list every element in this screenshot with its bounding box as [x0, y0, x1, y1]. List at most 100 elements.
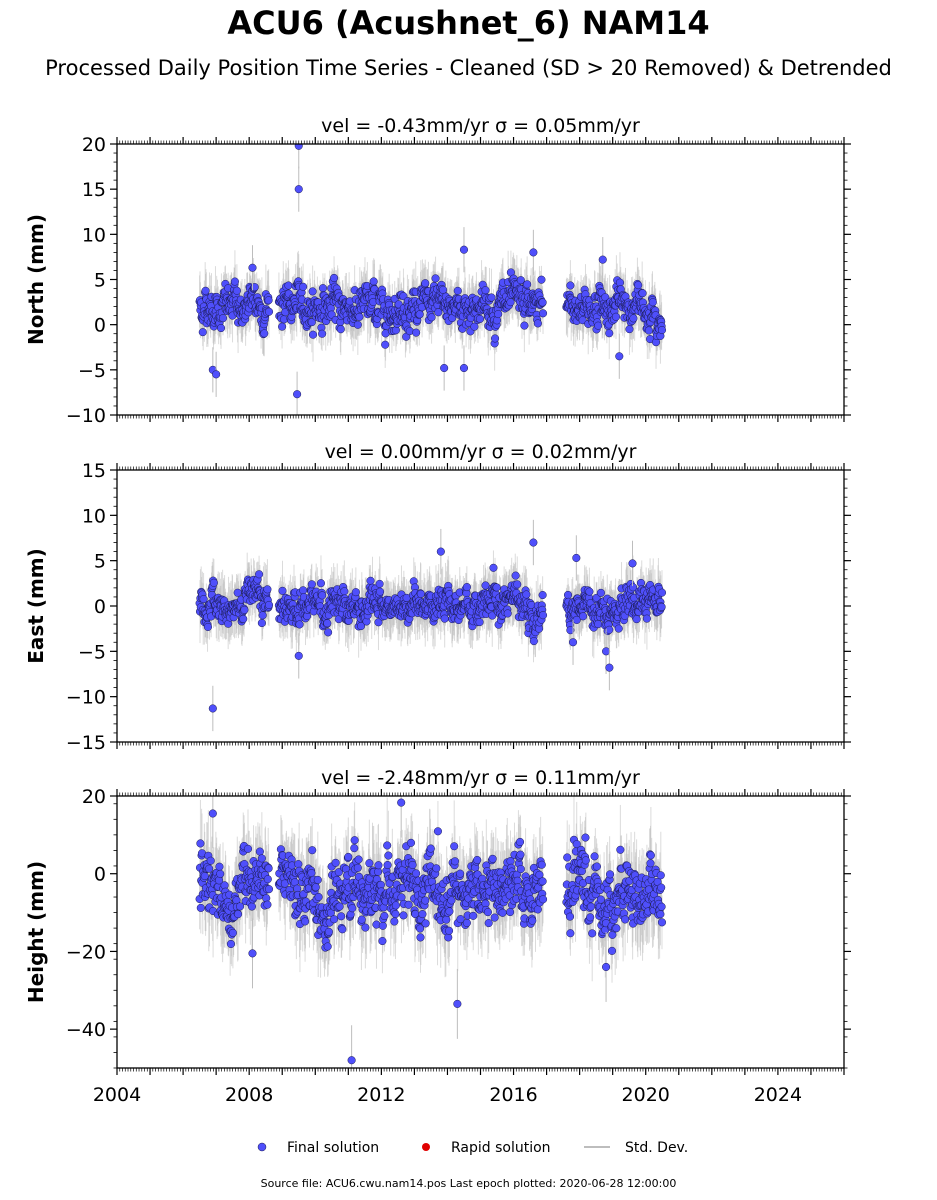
final-solution-point	[453, 286, 462, 295]
final-solution-point	[538, 611, 548, 620]
final-solution-point	[239, 614, 248, 623]
final-solution-point	[412, 328, 421, 337]
final-solution-point	[462, 583, 471, 592]
final-solution-point	[440, 363, 449, 373]
final-solution-point	[381, 340, 390, 349]
final-solution-point	[594, 321, 603, 330]
final-solution-point	[566, 626, 575, 635]
y-tick-label: 20	[82, 134, 106, 156]
final-solution-point	[585, 587, 594, 596]
final-solution-point	[506, 298, 515, 307]
final-solution-point	[257, 618, 266, 628]
panel-north: vel = -0.43mm/yr σ = 0.05mm/yr North (mm)…	[24, 115, 851, 427]
final-solution-point	[494, 310, 503, 319]
final-solution-point	[307, 580, 316, 589]
final-solution-point	[475, 314, 485, 323]
panel-title: vel = 0.00mm/yr σ = 0.02mm/yr	[325, 441, 637, 463]
y-tick-label: −10	[66, 405, 106, 427]
final-solution-point	[230, 277, 239, 286]
final-solution-point	[374, 618, 383, 627]
final-solution-point	[439, 285, 448, 294]
final-solution-point	[203, 622, 212, 631]
final-solution-point	[625, 325, 634, 334]
final-solution-point	[605, 329, 614, 338]
data-layer	[195, 519, 667, 732]
final-solution-point	[416, 589, 425, 598]
final-solution-point	[295, 620, 304, 629]
final-solution-point	[522, 590, 531, 599]
final-solution-point	[355, 312, 364, 321]
final-solution-point	[628, 583, 638, 592]
final-solution-point	[638, 289, 647, 298]
final-solution-point	[579, 612, 588, 621]
final-solution-point	[264, 600, 274, 610]
final-solution-point	[308, 330, 318, 339]
final-solution-point	[318, 329, 327, 338]
final-solution-point	[212, 370, 221, 379]
final-solution-point	[336, 325, 345, 334]
final-solution-point	[201, 286, 210, 295]
final-solution-point	[299, 282, 308, 291]
final-solution-point	[615, 352, 624, 361]
final-solution-point	[648, 298, 657, 307]
final-solution-point	[264, 296, 273, 305]
final-solution-point	[415, 310, 424, 319]
final-solution-point	[516, 276, 525, 285]
final-solution-point	[644, 326, 653, 335]
final-solution-point	[375, 587, 385, 596]
final-solution-point	[459, 245, 469, 254]
final-solution-point	[255, 570, 264, 579]
final-solution-point	[263, 585, 272, 594]
final-solution-point	[629, 314, 638, 323]
final-solution-point	[209, 578, 218, 587]
y-tick-label: 5	[94, 270, 106, 292]
final-solution-point	[594, 620, 603, 629]
page-title: ACU6 (Acushnet_6) NAM14	[227, 4, 710, 42]
final-solution-point	[513, 580, 522, 589]
final-solution-point	[323, 619, 332, 628]
data-layer	[195, 144, 667, 415]
final-solution-point	[427, 313, 436, 322]
final-solution-point	[563, 590, 573, 600]
final-solution-point	[537, 275, 546, 284]
final-solution-point	[293, 390, 302, 399]
final-solution-point	[260, 329, 269, 338]
final-solution-point	[488, 611, 497, 620]
final-solution-point	[529, 637, 538, 646]
final-solution-point	[307, 318, 316, 327]
final-solution-point	[434, 308, 443, 317]
final-solution-point	[529, 248, 538, 257]
final-solution-point	[538, 309, 548, 318]
final-solution-point	[632, 615, 641, 624]
final-solution-point	[596, 588, 605, 597]
final-solution-point	[318, 591, 327, 600]
final-solution-point	[566, 281, 575, 290]
final-solution-point	[233, 588, 242, 597]
final-solution-point	[421, 279, 430, 288]
final-solution-point	[248, 263, 257, 272]
y-axis-label: East (mm)	[24, 548, 48, 664]
y-axis-label: North (mm)	[24, 214, 48, 345]
final-solution-point	[459, 363, 469, 373]
final-solution-point	[642, 614, 651, 623]
final-solution-point	[538, 298, 547, 307]
final-solution-point	[615, 278, 625, 287]
final-solution-point	[264, 307, 274, 316]
final-solution-point	[369, 277, 378, 286]
final-solution-point	[503, 609, 512, 618]
final-solution-point	[366, 576, 375, 585]
final-solution-point	[340, 587, 349, 596]
final-solution-point	[440, 614, 449, 623]
final-solution-point	[490, 334, 500, 343]
final-solution-point	[605, 625, 614, 634]
final-solution-point	[520, 321, 529, 330]
final-solution-point	[232, 286, 241, 295]
final-solution-point	[492, 583, 501, 592]
page-subtitle: Processed Daily Position Time Series - C…	[45, 56, 892, 80]
final-solution-point	[316, 579, 326, 588]
final-solution-point	[538, 590, 547, 600]
final-solution-point	[318, 284, 327, 293]
final-solution-point	[308, 287, 317, 296]
final-solution-point	[278, 322, 287, 331]
